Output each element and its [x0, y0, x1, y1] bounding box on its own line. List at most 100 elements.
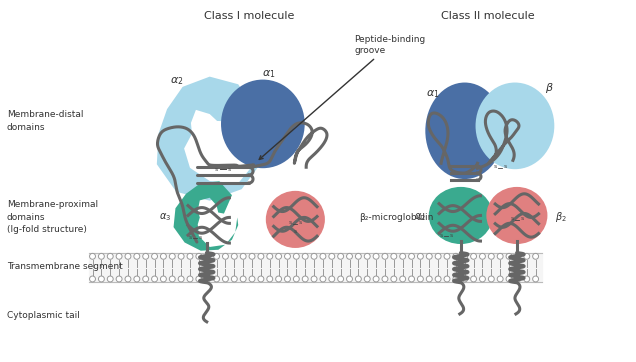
Circle shape	[382, 253, 388, 259]
Ellipse shape	[487, 187, 548, 244]
Ellipse shape	[266, 191, 325, 248]
Circle shape	[444, 253, 450, 259]
Circle shape	[364, 253, 370, 259]
Circle shape	[249, 276, 255, 282]
Circle shape	[258, 276, 264, 282]
Polygon shape	[157, 77, 261, 201]
Text: s: s	[299, 220, 302, 225]
Circle shape	[408, 253, 415, 259]
Text: s: s	[294, 229, 297, 234]
Text: Cytoplasmic tail: Cytoplasmic tail	[7, 311, 80, 320]
Circle shape	[232, 276, 237, 282]
Circle shape	[151, 253, 158, 259]
Circle shape	[533, 276, 539, 282]
Circle shape	[356, 276, 361, 282]
Circle shape	[471, 276, 476, 282]
Text: s: s	[520, 216, 523, 222]
Circle shape	[382, 276, 388, 282]
Text: Peptide-binding
groove: Peptide-binding groove	[259, 35, 425, 159]
Circle shape	[205, 276, 211, 282]
Circle shape	[116, 253, 122, 259]
Text: s: s	[228, 167, 231, 172]
Circle shape	[462, 253, 467, 259]
Circle shape	[417, 276, 424, 282]
Circle shape	[214, 276, 219, 282]
Text: s: s	[188, 235, 191, 240]
Circle shape	[408, 276, 415, 282]
Circle shape	[515, 276, 521, 282]
Circle shape	[444, 276, 450, 282]
Circle shape	[134, 253, 140, 259]
Text: s: s	[439, 233, 443, 238]
Circle shape	[160, 253, 167, 259]
Circle shape	[347, 276, 352, 282]
Text: $\beta_2$: $\beta_2$	[555, 210, 567, 224]
Circle shape	[293, 276, 300, 282]
Circle shape	[178, 253, 184, 259]
Circle shape	[205, 253, 211, 259]
Circle shape	[90, 253, 95, 259]
Circle shape	[480, 253, 485, 259]
Circle shape	[391, 276, 397, 282]
Circle shape	[524, 253, 530, 259]
Circle shape	[293, 253, 300, 259]
Circle shape	[169, 253, 176, 259]
Circle shape	[169, 276, 176, 282]
Circle shape	[302, 253, 308, 259]
Circle shape	[178, 276, 184, 282]
Circle shape	[435, 276, 441, 282]
Circle shape	[311, 276, 317, 282]
Circle shape	[142, 276, 149, 282]
Circle shape	[134, 276, 140, 282]
Circle shape	[417, 253, 424, 259]
Circle shape	[232, 253, 237, 259]
Text: s: s	[215, 167, 218, 172]
Circle shape	[302, 276, 308, 282]
Circle shape	[488, 276, 494, 282]
Circle shape	[524, 276, 530, 282]
Text: s: s	[504, 164, 507, 169]
Circle shape	[497, 253, 503, 259]
Circle shape	[426, 253, 432, 259]
Circle shape	[453, 276, 459, 282]
Circle shape	[107, 253, 113, 259]
Text: β₂-microglobulin: β₂-microglobulin	[359, 213, 434, 222]
Circle shape	[284, 253, 291, 259]
Circle shape	[320, 253, 326, 259]
Text: $\alpha_1$: $\alpha_1$	[426, 88, 440, 100]
Text: s: s	[198, 235, 202, 240]
Circle shape	[266, 276, 273, 282]
Circle shape	[187, 276, 193, 282]
Text: s: s	[449, 233, 453, 238]
Circle shape	[347, 253, 352, 259]
Circle shape	[471, 253, 476, 259]
Circle shape	[258, 253, 264, 259]
Circle shape	[373, 276, 379, 282]
Text: Class II molecule: Class II molecule	[441, 10, 534, 21]
Text: Membrane-distal
domains: Membrane-distal domains	[7, 110, 83, 132]
Circle shape	[435, 253, 441, 259]
Text: Transmembrane segment: Transmembrane segment	[7, 262, 123, 271]
Circle shape	[320, 276, 326, 282]
Ellipse shape	[221, 80, 305, 168]
Ellipse shape	[429, 187, 493, 244]
Text: $\alpha_3$: $\alpha_3$	[159, 211, 172, 223]
Text: s: s	[510, 216, 514, 222]
Circle shape	[497, 276, 503, 282]
Polygon shape	[174, 181, 238, 251]
Circle shape	[266, 253, 273, 259]
Circle shape	[214, 253, 219, 259]
Circle shape	[426, 276, 432, 282]
Circle shape	[488, 253, 494, 259]
Circle shape	[515, 253, 521, 259]
Circle shape	[391, 253, 397, 259]
Ellipse shape	[425, 83, 504, 179]
Text: $\alpha_1$: $\alpha_1$	[262, 68, 275, 80]
Circle shape	[533, 253, 539, 259]
Circle shape	[275, 253, 282, 259]
Circle shape	[125, 276, 131, 282]
Ellipse shape	[476, 83, 555, 169]
Circle shape	[284, 276, 291, 282]
Circle shape	[142, 253, 149, 259]
Circle shape	[506, 253, 512, 259]
